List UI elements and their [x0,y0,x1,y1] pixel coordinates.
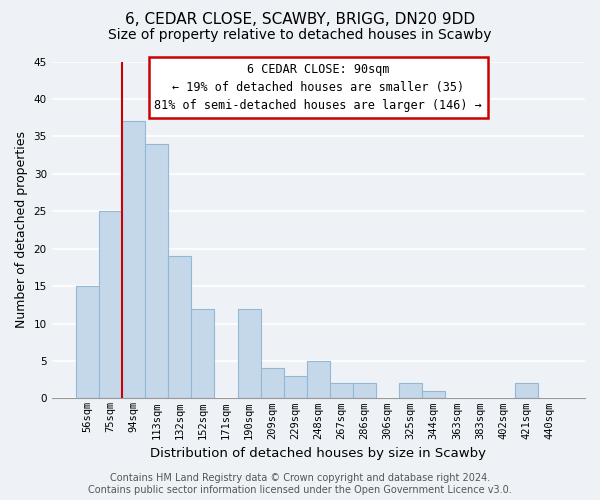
Bar [330,384,353,398]
Bar [284,376,307,398]
Bar [76,286,99,399]
Bar [191,308,214,398]
Bar [122,122,145,398]
X-axis label: Distribution of detached houses by size in Scawby: Distribution of detached houses by size … [151,447,487,460]
Bar [399,384,422,398]
Text: 6, CEDAR CLOSE, SCAWBY, BRIGG, DN20 9DD: 6, CEDAR CLOSE, SCAWBY, BRIGG, DN20 9DD [125,12,475,28]
Bar [260,368,284,398]
Text: Size of property relative to detached houses in Scawby: Size of property relative to detached ho… [108,28,492,42]
Text: Contains HM Land Registry data © Crown copyright and database right 2024.
Contai: Contains HM Land Registry data © Crown c… [88,474,512,495]
Bar [307,361,330,399]
Bar [515,384,538,398]
Bar [238,308,260,398]
Bar [168,256,191,398]
Text: 6 CEDAR CLOSE: 90sqm
← 19% of detached houses are smaller (35)
81% of semi-detac: 6 CEDAR CLOSE: 90sqm ← 19% of detached h… [154,63,482,112]
Bar [99,211,122,398]
Bar [422,391,445,398]
Y-axis label: Number of detached properties: Number of detached properties [15,132,28,328]
Bar [145,144,168,399]
Bar [353,384,376,398]
